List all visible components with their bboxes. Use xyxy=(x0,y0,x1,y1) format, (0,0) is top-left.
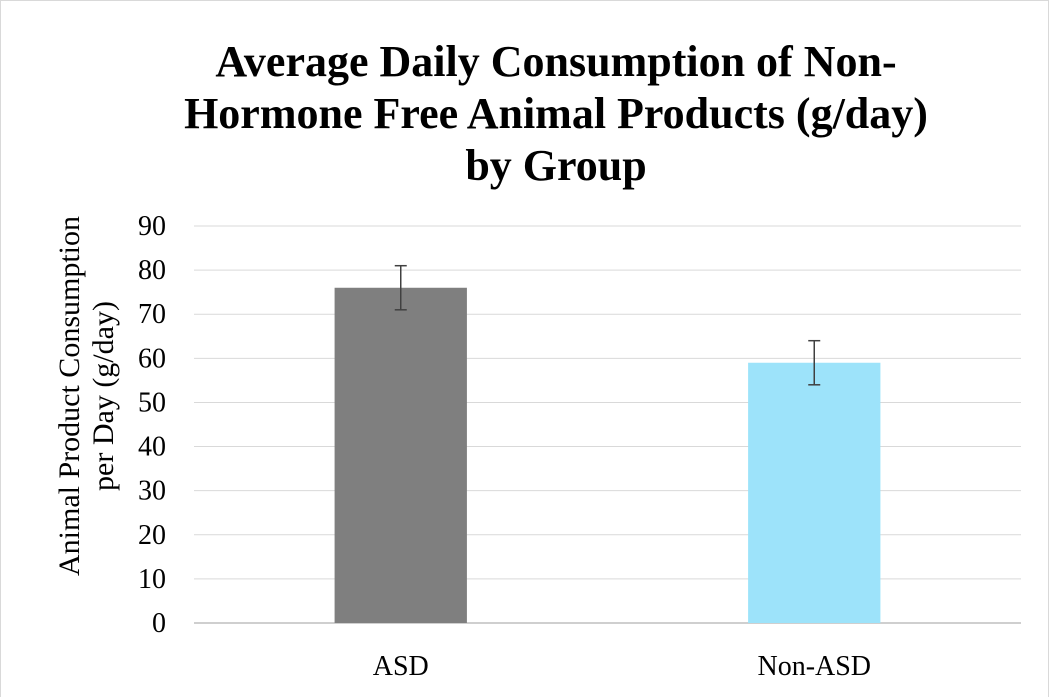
error-bars xyxy=(394,264,821,386)
y-tick-label: 0 xyxy=(152,608,166,639)
error-bar-non-asd xyxy=(808,339,821,386)
y-tick-label: 50 xyxy=(138,387,166,418)
category-labels: ASD Non-ASD xyxy=(373,651,871,682)
y-tick-label: 70 xyxy=(138,299,166,330)
y-tick-label: 60 xyxy=(138,343,166,374)
y-tick-label: 40 xyxy=(138,432,166,463)
y-tick-label: 80 xyxy=(138,255,166,286)
y-tick-label: 30 xyxy=(138,476,166,507)
chart-title-line-3: by Group xyxy=(465,141,647,190)
error-bar-asd xyxy=(394,264,407,311)
chart-title-line-1: Average Daily Consumption of Non- xyxy=(215,37,897,86)
chart-title-line-2: Hormone Free Animal Products (g/day) xyxy=(184,89,928,138)
chart-title: Average Daily Consumption of Non- Hormon… xyxy=(1,36,1050,192)
y-tick-label: 90 xyxy=(138,211,166,242)
bars xyxy=(334,287,881,623)
category-label-asd: ASD xyxy=(373,651,429,682)
y-tick-labels: 0 10 20 30 40 50 60 70 80 90 xyxy=(138,211,166,639)
gridlines xyxy=(194,225,1021,624)
y-tick-label: 10 xyxy=(138,564,166,595)
bar-non-asd xyxy=(748,362,881,623)
bar-asd xyxy=(334,287,467,623)
category-label-non-asd: Non-ASD xyxy=(757,651,871,682)
y-tick-label: 20 xyxy=(138,520,166,551)
